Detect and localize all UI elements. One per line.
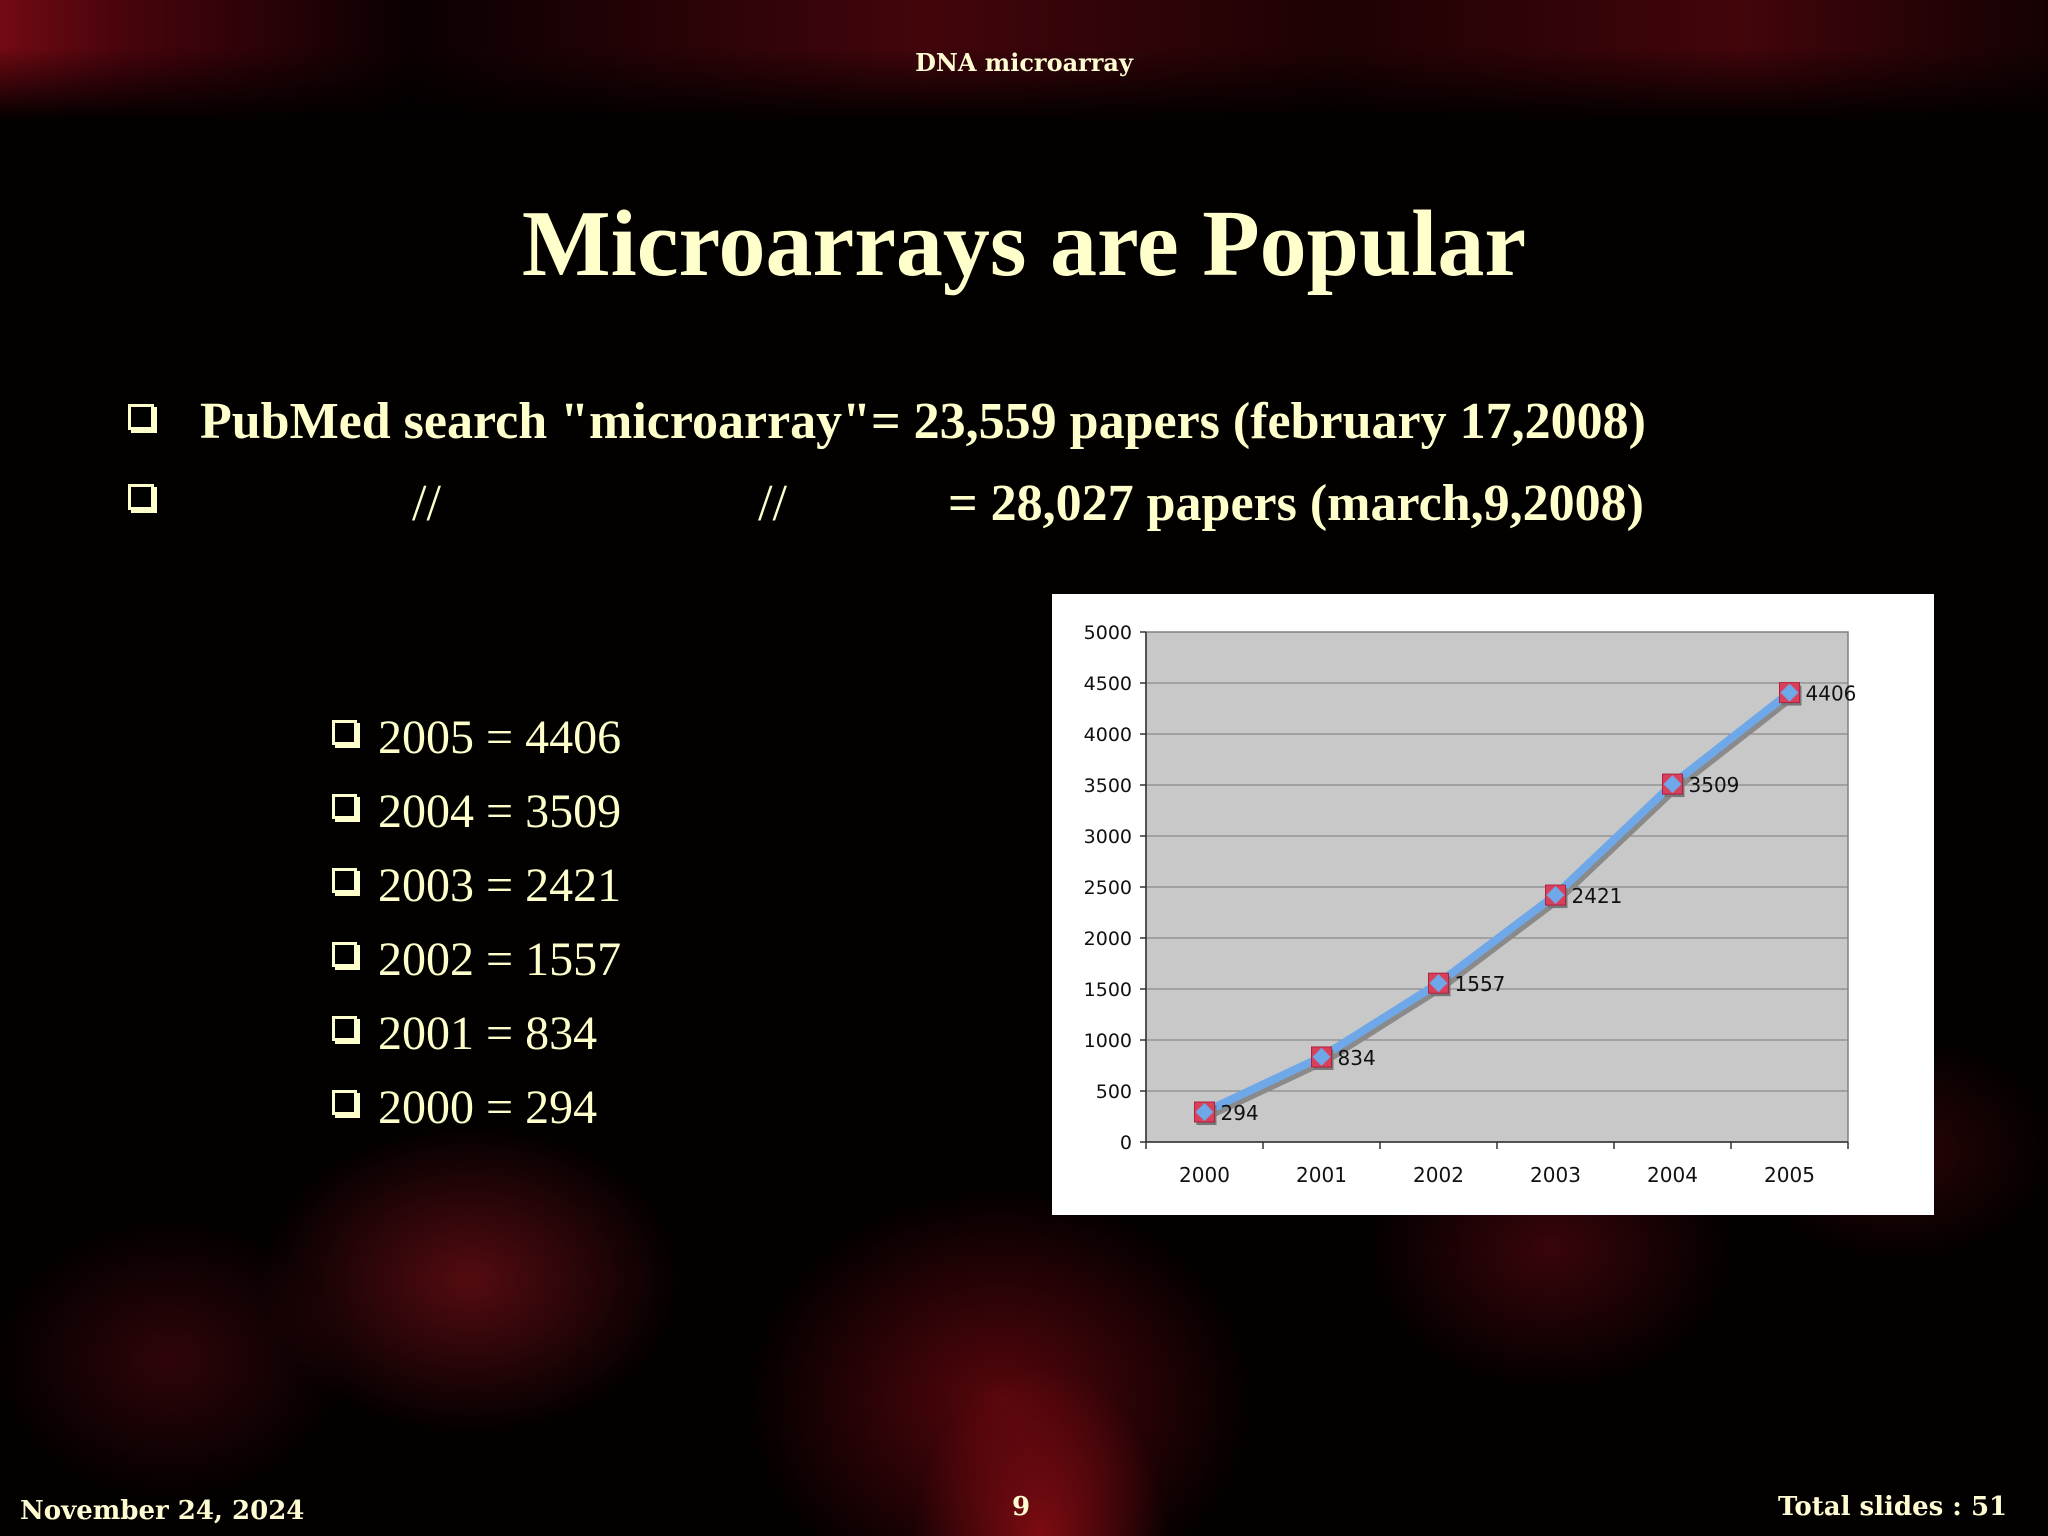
total-slides: Total slides : 51 bbox=[1778, 1492, 2008, 1522]
y-tick-label: 500 bbox=[1096, 1081, 1132, 1103]
year-list-text: 2004 = 3509 bbox=[378, 785, 622, 838]
header-title: DNA microarray bbox=[915, 48, 1133, 77]
data-label: 834 bbox=[1338, 1046, 1376, 1070]
data-point-diamond bbox=[1429, 974, 1448, 993]
ditto-mark: // bbox=[412, 475, 441, 532]
y-tick-label: 4500 bbox=[1084, 673, 1132, 695]
y-tick-label: 1000 bbox=[1084, 1030, 1132, 1052]
bullet-pubmed-march: // // = 28,027 papers (march,9,2008) bbox=[126, 474, 2026, 544]
data-label: 3509 bbox=[1689, 773, 1740, 797]
year-list-item: 2003 = 2421 bbox=[330, 858, 830, 932]
data-label: 1557 bbox=[1455, 972, 1506, 996]
data-point-diamond bbox=[1780, 683, 1799, 702]
slide-title: Microarrays are Popular bbox=[521, 192, 1527, 296]
year-list-item: 2001 = 834 bbox=[330, 1006, 830, 1080]
data-label: 294 bbox=[1221, 1101, 1259, 1125]
header-band bbox=[0, 0, 2048, 120]
series-line-shadow bbox=[1203, 692, 1797, 1121]
y-tick-label: 2000 bbox=[1084, 928, 1132, 950]
x-tick-label: 2001 bbox=[1296, 1163, 1347, 1187]
chart-panel: 0 500 1000 1500 2000 2500 3000 3500 4000 4500 5000… bbox=[1052, 594, 1934, 1215]
ditto-mark: // bbox=[758, 475, 787, 532]
checkbox-bullet-icon bbox=[332, 868, 357, 893]
checkbox-bullet-icon bbox=[332, 794, 357, 819]
line-chart: 0 500 1000 1500 2000 2500 3000 3500 4000 4500 5000… bbox=[1084, 622, 1857, 1187]
year-list-text: 2000 = 294 bbox=[378, 1081, 598, 1134]
x-tick-label: 2002 bbox=[1413, 1163, 1464, 1187]
y-tick-label: 5000 bbox=[1084, 622, 1132, 644]
data-point-diamond bbox=[1663, 775, 1682, 794]
year-list-text: 2005 = 4406 bbox=[378, 711, 622, 764]
data-label: 2421 bbox=[1572, 884, 1623, 908]
bullet-pubmed-feb: PubMed search "microarray"= 23,559 paper… bbox=[126, 392, 2026, 462]
y-tick-label: 1500 bbox=[1084, 979, 1132, 1001]
data-point-diamond bbox=[1312, 1047, 1331, 1066]
x-tick-label: 2004 bbox=[1647, 1163, 1698, 1187]
x-tick-label: 2000 bbox=[1179, 1163, 1230, 1187]
x-tick-label: 2005 bbox=[1764, 1163, 1815, 1187]
checkbox-bullet-icon bbox=[332, 720, 357, 745]
year-list-item: 2000 = 294 bbox=[330, 1080, 830, 1154]
checkbox-bullet-icon bbox=[128, 484, 154, 510]
y-tick-label: 4000 bbox=[1084, 724, 1132, 746]
data-point-diamond bbox=[1195, 1103, 1214, 1122]
data-point-diamond bbox=[1546, 886, 1565, 905]
year-list-text: 2003 = 2421 bbox=[378, 859, 622, 912]
y-tick-label: 2500 bbox=[1084, 877, 1132, 899]
page-number: 9 bbox=[1012, 1492, 1031, 1522]
year-list-item: 2005 = 4406 bbox=[330, 710, 830, 784]
year-list-text: 2001 = 834 bbox=[378, 1007, 598, 1060]
x-tick-label: 2003 bbox=[1530, 1163, 1581, 1187]
checkbox-bullet-icon bbox=[332, 942, 357, 967]
y-tick-label: 3500 bbox=[1084, 775, 1132, 797]
footer-date: November 24, 2024 bbox=[20, 1496, 305, 1526]
checkbox-bullet-icon bbox=[332, 1016, 357, 1041]
data-label: 4406 bbox=[1806, 682, 1857, 706]
checkbox-bullet-icon bbox=[332, 1090, 357, 1115]
year-list-item: 2004 = 3509 bbox=[330, 784, 830, 858]
bullet-text: PubMed search "microarray"= 23,559 paper… bbox=[200, 393, 1646, 450]
y-tick-label: 3000 bbox=[1084, 826, 1132, 848]
year-list-item: 2002 = 1557 bbox=[330, 932, 830, 1006]
y-tick-label: 0 bbox=[1120, 1132, 1132, 1154]
bullet-text: = 28,027 papers (march,9,2008) bbox=[948, 475, 1644, 532]
year-list-text: 2002 = 1557 bbox=[378, 933, 622, 986]
series-line bbox=[1200, 688, 1794, 1117]
checkbox-bullet-icon bbox=[128, 404, 154, 430]
